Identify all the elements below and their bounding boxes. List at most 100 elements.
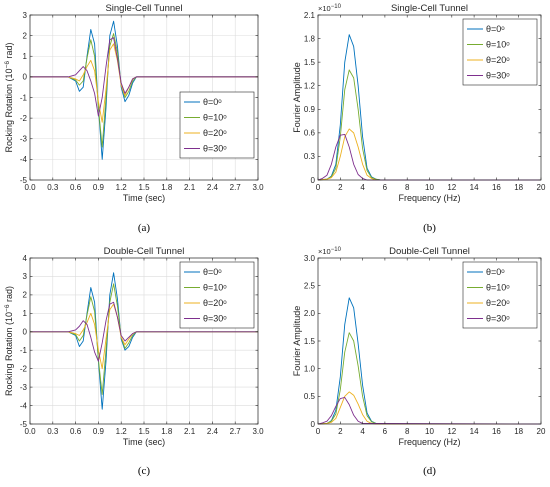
x-axis-label: Time (sec) (123, 193, 165, 203)
y-tick-label: 2.0 (304, 309, 316, 318)
y-tick-label: -1 (20, 346, 28, 355)
chart-panel-4: 0 2 4 6 8 10 12 14 16 18 20 0 0.5 1.0 1.5 2.0 2.5 3.0×10−… (292, 246, 546, 477)
y-tick-label: -2 (20, 364, 28, 373)
y-axis-label: Fourier Amplitude (292, 62, 302, 133)
x-tick-label: 10 (425, 183, 434, 192)
x-tick-label: 0 (316, 427, 321, 436)
y-tick-label: 2.5 (304, 281, 316, 290)
panel-label: (c) (138, 465, 151, 477)
y-tick-label: 3 (23, 11, 28, 20)
y-axis-label-main: Fourier Amplitude (292, 62, 302, 133)
legend-entry: θ=0ᵒ (486, 24, 505, 34)
x-tick-label: 12 (447, 427, 456, 436)
y-axis-label: Fourier Amplitude (292, 306, 302, 377)
legend-box (462, 261, 538, 329)
y-exponent-power: −10 (331, 4, 342, 10)
y-tick-label: 0.6 (304, 129, 316, 138)
x-tick-label: 0.3 (47, 427, 59, 436)
y-axis-label-exp: −6 (4, 61, 11, 69)
y-tick-label: 2.1 (304, 11, 316, 20)
y-axis-label-exp: −6 (4, 304, 11, 312)
y-tick-label: 3.0 (304, 254, 316, 263)
x-tick-label: 1.2 (116, 427, 128, 436)
y-tick-label: 1.2 (304, 82, 316, 91)
y-tick-label: 2 (23, 291, 28, 300)
x-tick-label: 16 (492, 427, 501, 436)
x-axis-label: Time (sec) (123, 437, 165, 447)
series-line-2 (317, 332, 541, 425)
y-axis-label-tail: rad) (4, 286, 14, 305)
y-exponent-power: −10 (331, 247, 342, 253)
y-tick-label: 0.9 (304, 105, 316, 114)
y-tick-label: 0 (311, 176, 316, 185)
y-tick-label: -2 (20, 114, 28, 123)
y-tick-label: 0.5 (304, 392, 316, 401)
y-axis-label-tail: rad) (4, 43, 14, 62)
x-tick-label: 8 (405, 427, 410, 436)
chart-title: Single-Cell Tunnel (105, 3, 182, 14)
x-tick-label: 4 (360, 183, 365, 192)
y-tick-label: -4 (20, 401, 28, 410)
series-line-2 (317, 69, 541, 181)
y-tick-label: 3 (23, 272, 28, 281)
legend-entry: θ=30ᵒ (203, 314, 227, 324)
x-tick-label: 0.6 (70, 183, 82, 192)
x-tick-label: 2 (338, 183, 343, 192)
chart-title: Double-Cell Tunnel (389, 246, 470, 257)
legend: θ=0ᵒ θ=10ᵒ θ=20ᵒ θ=30ᵒ (179, 91, 255, 159)
y-exponent-label: ×10−10 (318, 4, 342, 13)
chart-panel-2: 0 2 4 6 8 10 12 14 16 18 20 0 0.3 0.6 0.9 1.2 1.5 1.8 2.1×… (292, 3, 546, 234)
x-tick-label: 2.7 (230, 427, 242, 436)
y-tick-label: 0 (23, 328, 28, 337)
legend: θ=0ᵒ θ=10ᵒ θ=20ᵒ θ=30ᵒ (462, 261, 538, 329)
x-tick-label: 1.5 (138, 427, 150, 436)
legend-entry: θ=30ᵒ (203, 144, 227, 154)
legend-entry: θ=10ᵒ (203, 113, 227, 123)
y-tick-label: -5 (20, 420, 28, 429)
x-tick-label: 20 (537, 183, 546, 192)
x-tick-label: 12 (447, 183, 456, 192)
legend-entry: θ=30ᵒ (486, 314, 510, 324)
x-tick-label: 0 (316, 183, 321, 192)
x-tick-label: 18 (514, 183, 523, 192)
x-tick-label: 1.8 (161, 427, 173, 436)
y-axis-label: Rocking Rotation (10−6 rad) (4, 286, 14, 396)
x-tick-label: 3.0 (252, 427, 264, 436)
series-line-4 (30, 301, 258, 362)
x-tick-label: 2.4 (207, 427, 219, 436)
y-axis-label-main: Rocking Rotation (10 (4, 68, 14, 152)
x-tick-label: 6 (383, 183, 388, 192)
y-tick-label: 1 (23, 52, 28, 61)
panel-label: (a) (138, 222, 151, 234)
x-tick-label: 14 (470, 427, 479, 436)
y-tick-label: 0 (23, 73, 28, 82)
legend-entry: θ=30ᵒ (486, 71, 510, 81)
x-tick-label: 8 (405, 183, 410, 192)
x-tick-label: 1.5 (138, 183, 150, 192)
x-tick-label: 10 (425, 427, 434, 436)
legend-entry: θ=20ᵒ (203, 298, 227, 308)
y-tick-label: 2 (23, 31, 28, 40)
x-tick-label: 3.0 (252, 183, 264, 192)
y-tick-label: -3 (20, 135, 28, 144)
y-axis-label-main: Rocking Rotation (10 (4, 312, 14, 396)
x-tick-label: 2.4 (207, 183, 219, 192)
x-tick-label: 0.0 (24, 427, 36, 436)
x-tick-label: 4 (360, 427, 365, 436)
x-tick-label: 14 (470, 183, 479, 192)
x-tick-label: 0.9 (93, 427, 105, 436)
legend-entry: θ=10ᵒ (486, 40, 510, 50)
y-tick-label: 4 (23, 254, 28, 263)
y-tick-label: 1.5 (304, 58, 316, 67)
x-tick-label: 6 (383, 427, 388, 436)
x-tick-label: 20 (537, 427, 546, 436)
panel-label: (d) (423, 465, 436, 477)
x-tick-label: 16 (492, 183, 501, 192)
y-tick-label: -1 (20, 93, 28, 102)
chart-panel-1: 0.0 0.3 0.6 0.9 1.2 1.5 1.8 2.1 2.4 2.7 3.0 -5 -4 -3 -… (4, 3, 264, 234)
legend-entry: θ=20ᵒ (486, 298, 510, 308)
y-tick-label: 1.8 (304, 34, 316, 43)
x-tick-label: 0.6 (70, 427, 82, 436)
y-tick-label: -3 (20, 383, 28, 392)
